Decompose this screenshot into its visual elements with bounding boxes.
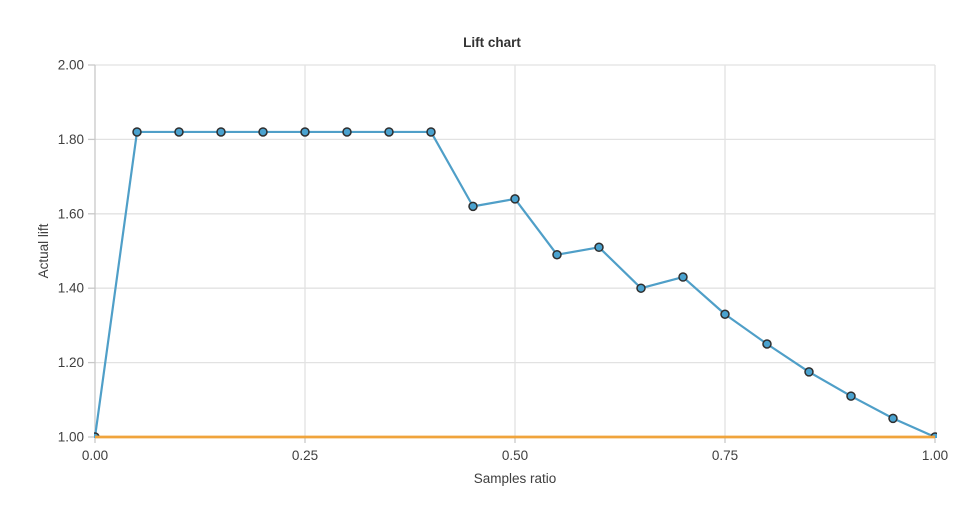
data-point-marker <box>846 391 856 401</box>
x-tick-label: 0.50 <box>502 448 528 463</box>
chart-title: Lift chart <box>463 35 521 50</box>
data-point-marker <box>720 309 730 319</box>
data-point-marker <box>300 127 310 137</box>
y-axis-label: Actual lift <box>36 223 51 278</box>
data-point-marker <box>552 249 562 260</box>
data-point-marker <box>426 127 436 137</box>
data-point-marker <box>762 339 772 349</box>
x-axis-label: Samples ratio <box>474 471 557 486</box>
data-point-marker <box>888 413 898 424</box>
x-tick-label: 1.00 <box>922 448 948 463</box>
x-tick-label: 0.25 <box>292 448 318 463</box>
data-point-marker <box>636 283 646 293</box>
x-tick-label: 0.75 <box>712 448 738 463</box>
data-point-marker <box>468 201 478 212</box>
axes <box>88 64 936 443</box>
grid-lines <box>95 64 936 437</box>
data-point-marker <box>510 194 520 204</box>
y-tick-label: 1.00 <box>58 430 84 445</box>
data-point-marker <box>258 127 268 137</box>
data-point-marker <box>174 127 184 137</box>
data-point-marker <box>804 367 814 377</box>
data-point-marker <box>216 127 226 137</box>
y-tick-label: 1.80 <box>58 132 84 147</box>
y-tick-label: 1.20 <box>58 355 84 370</box>
data-point-marker <box>678 272 688 282</box>
x-tick-label: 0.00 <box>82 448 108 463</box>
y-tick-label: 1.60 <box>58 206 84 221</box>
data-point-marker <box>384 127 394 137</box>
tick-labels: 0.00 0.25 0.50 0.75 1.00 1.00 1.20 1.40 1.60 1.80… <box>58 58 948 464</box>
y-tick-label: 2.00 <box>58 58 84 73</box>
y-tick-label: 1.40 <box>58 281 84 296</box>
data-point-marker <box>342 127 352 137</box>
data-point-marker <box>594 242 604 253</box>
series <box>94 127 937 439</box>
data-point-marker <box>132 127 142 137</box>
